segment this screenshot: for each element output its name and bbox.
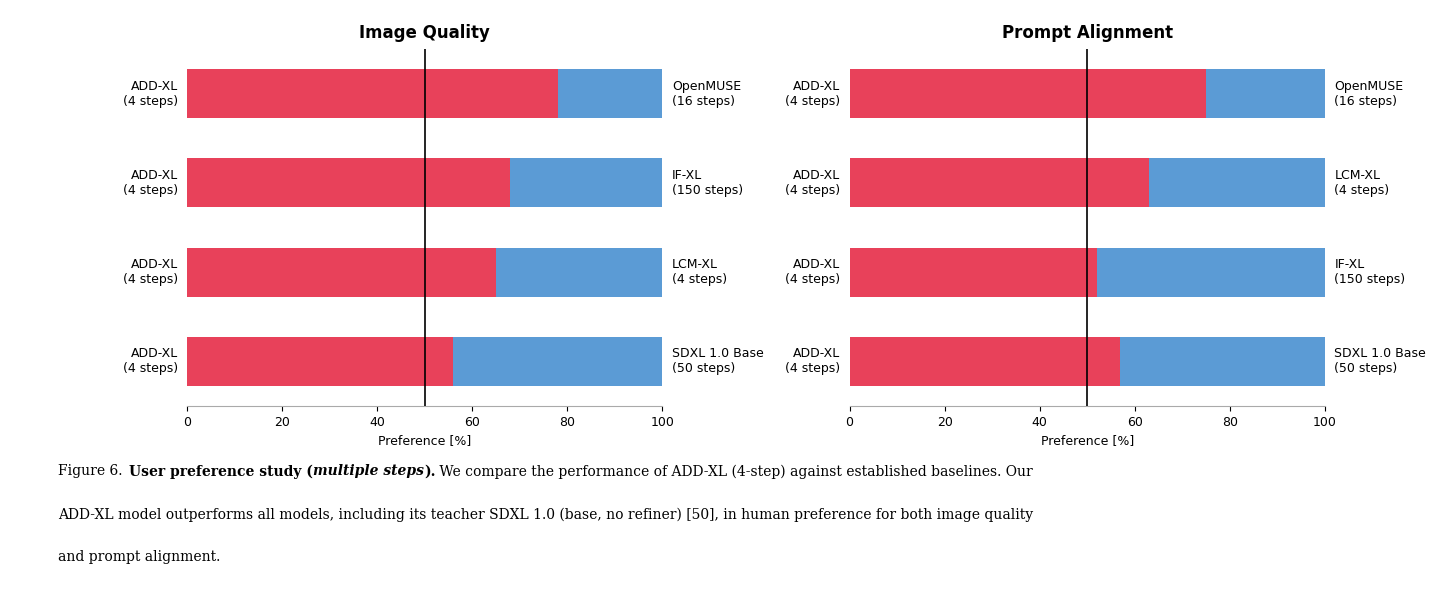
Text: IF-XL
(150 steps): IF-XL (150 steps) <box>1335 258 1405 286</box>
Text: Figure 6.: Figure 6. <box>58 464 130 478</box>
Text: ADD-XL
(4 steps): ADD-XL (4 steps) <box>785 80 840 108</box>
Text: ADD-XL
(4 steps): ADD-XL (4 steps) <box>122 80 177 108</box>
Bar <box>850 337 1120 386</box>
Bar <box>1149 159 1325 207</box>
Text: ADD-XL
(4 steps): ADD-XL (4 steps) <box>122 347 177 375</box>
Bar <box>1097 248 1325 296</box>
Bar <box>1120 337 1325 386</box>
Text: ADD-XL
(4 steps): ADD-XL (4 steps) <box>785 258 840 286</box>
Bar <box>557 69 662 118</box>
Text: User preference study (: User preference study ( <box>130 464 312 478</box>
Bar <box>1207 69 1325 118</box>
X-axis label: Preference [%]: Preference [%] <box>379 434 471 447</box>
Text: LCM-XL
(4 steps): LCM-XL (4 steps) <box>1335 169 1390 197</box>
Bar <box>187 159 510 207</box>
Text: ADD-XL
(4 steps): ADD-XL (4 steps) <box>122 169 177 197</box>
Text: SDXL 1.0 Base
(50 steps): SDXL 1.0 Base (50 steps) <box>672 347 763 375</box>
Title: Image Quality: Image Quality <box>360 24 490 42</box>
Text: OpenMUSE
(16 steps): OpenMUSE (16 steps) <box>672 80 742 108</box>
Bar <box>187 337 454 386</box>
Text: IF-XL
(150 steps): IF-XL (150 steps) <box>672 169 743 197</box>
Text: multiple steps: multiple steps <box>312 464 423 478</box>
Bar <box>850 248 1097 296</box>
Bar <box>850 69 1207 118</box>
Bar <box>495 248 662 296</box>
Text: and prompt alignment.: and prompt alignment. <box>58 550 220 565</box>
Text: ADD-XL model outperforms all models, including its teacher SDXL 1.0 (base, no re: ADD-XL model outperforms all models, inc… <box>58 507 1032 522</box>
Bar <box>187 248 495 296</box>
Text: We compare the performance of ADD-XL (4-step) against established baselines. Our: We compare the performance of ADD-XL (4-… <box>435 464 1032 478</box>
Text: ).: ). <box>423 464 435 478</box>
Bar <box>454 337 662 386</box>
Text: ADD-XL
(4 steps): ADD-XL (4 steps) <box>785 347 840 375</box>
Title: Prompt Alignment: Prompt Alignment <box>1002 24 1172 42</box>
Text: SDXL 1.0 Base
(50 steps): SDXL 1.0 Base (50 steps) <box>1335 347 1426 375</box>
Bar <box>510 159 662 207</box>
X-axis label: Preference [%]: Preference [%] <box>1041 434 1133 447</box>
Text: ADD-XL
(4 steps): ADD-XL (4 steps) <box>785 169 840 197</box>
Text: OpenMUSE
(16 steps): OpenMUSE (16 steps) <box>1335 80 1404 108</box>
Bar <box>187 69 557 118</box>
Bar <box>850 159 1149 207</box>
Text: ADD-XL
(4 steps): ADD-XL (4 steps) <box>122 258 177 286</box>
Text: LCM-XL
(4 steps): LCM-XL (4 steps) <box>672 258 727 286</box>
